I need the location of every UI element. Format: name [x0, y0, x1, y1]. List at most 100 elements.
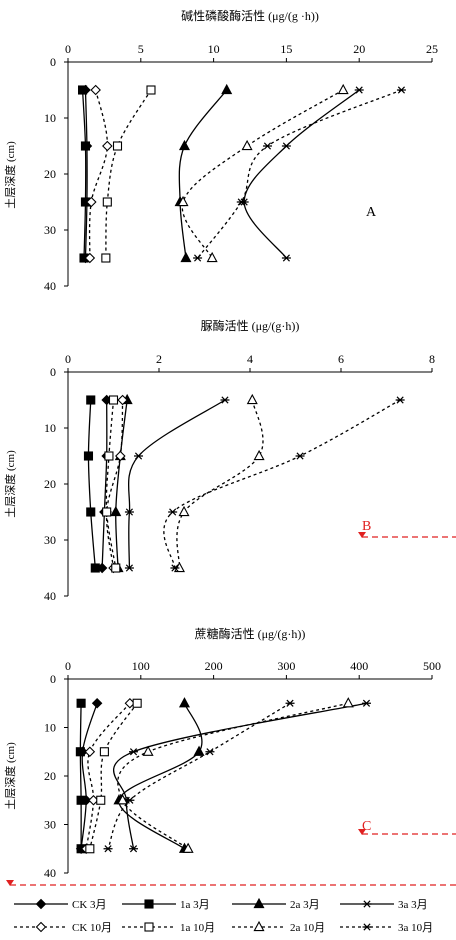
legend-label: 2a 10月	[290, 922, 325, 934]
x-tick-label: 0	[65, 42, 71, 56]
data-point-2a-oct	[342, 697, 354, 708]
legend-label: 3a 10月	[398, 922, 433, 934]
legend-item-2a-oct: 2a 10月	[232, 920, 325, 934]
x-tick-label: 200	[205, 659, 223, 673]
y-axis-label: 土层深度 (cm)	[3, 742, 17, 810]
data-point-3a-oct	[236, 198, 246, 206]
data-point-1a-mar	[75, 747, 85, 757]
series-3a-oct	[103, 699, 295, 853]
chart-title: 脲酶活性 (μg/(g·h))	[201, 318, 300, 333]
data-point-3a-mar	[281, 142, 291, 150]
series-3a-mar	[113, 699, 371, 853]
data-point-ck-oct	[84, 746, 96, 758]
series-line-2a-oct	[181, 89, 344, 259]
data-point-1a-oct	[132, 698, 142, 708]
legend-label: CK 3月	[72, 899, 107, 911]
series-line-1a-oct	[105, 89, 152, 259]
data-point-2a-mar	[178, 139, 190, 151]
legend: CK 3月 1a 3月 2a 3月 3a 3月 CK 10月 1a 10月 2a 10月 3a…	[14, 897, 433, 934]
data-point-2a-oct	[117, 794, 129, 805]
data-point-2a-oct	[178, 505, 190, 517]
y-tick-label: 10	[44, 111, 56, 125]
series-2a-mar	[174, 83, 233, 263]
x-tick-label: 20	[353, 42, 365, 56]
data-point-2a-oct	[182, 842, 194, 853]
series-line-2a-mar	[115, 399, 128, 569]
data-point-2a-oct	[142, 745, 154, 756]
data-point-3a-oct	[262, 142, 272, 150]
data-point-1a-oct	[102, 197, 112, 207]
data-point-1a-mar	[80, 141, 91, 151]
series-line-3a-mar	[127, 399, 226, 569]
data-point-3a-oct	[170, 564, 180, 572]
x-tick-label: 8	[429, 352, 435, 366]
legend-marker-diamond	[35, 898, 47, 910]
data-point-1a-mar	[86, 507, 96, 517]
data-point-2a-mar	[110, 505, 122, 517]
data-point-1a-oct	[101, 253, 111, 263]
series-2a-mar	[113, 697, 205, 853]
x-tick-label: 10	[208, 42, 220, 56]
legend-item-3a-oct: 3a 10月	[340, 922, 433, 934]
series-line-ck-oct	[105, 399, 124, 569]
y-tick-label: 0	[50, 672, 56, 686]
data-point-ck-oct	[90, 84, 101, 96]
data-point-ck-mar	[91, 697, 103, 709]
data-point-1a-mar	[83, 451, 94, 461]
series-1a-mar	[83, 395, 100, 573]
annotations	[6, 532, 456, 886]
y-tick-label: 10	[44, 421, 56, 435]
data-point-1a-mar	[78, 85, 88, 95]
chart-title: 碱性磷酸酶活性 (μg/(g ·h))	[181, 8, 319, 23]
annotation-pointer-icon	[358, 532, 366, 538]
data-point-ck-oct	[117, 394, 128, 406]
x-tick-label: 500	[423, 659, 441, 673]
data-point-2a-oct	[337, 83, 349, 95]
x-tick-label: 0	[65, 659, 71, 673]
x-tick-label: 100	[132, 659, 150, 673]
series-line-1a-mar	[81, 89, 87, 259]
y-tick-label: 0	[50, 55, 56, 69]
legend-item-1a-oct: 1a 10月	[122, 922, 215, 934]
data-point-2a-mar	[193, 745, 205, 756]
legend-item-ck-oct: CK 10月	[14, 921, 112, 934]
series-2a-oct	[177, 83, 349, 263]
data-point-2a-mar	[221, 83, 233, 95]
legend-label: 2a 3月	[290, 899, 320, 911]
data-point-3a-oct	[168, 508, 178, 516]
x-tick-label: 2	[156, 352, 162, 366]
data-point-3a-oct	[125, 796, 135, 804]
series-line-3a-oct	[163, 399, 401, 569]
y-tick-label: 20	[44, 477, 56, 491]
series-1a-oct	[101, 85, 156, 263]
legend-label: 3a 3月	[398, 899, 428, 911]
data-point-3a-mar	[129, 748, 139, 756]
series-line-ck-oct	[85, 702, 131, 849]
series-3a-mar	[239, 86, 364, 262]
data-point-3a-oct	[396, 86, 406, 94]
data-point-2a-oct	[206, 251, 218, 263]
chart-panel-b: 脲酶活性 (μg/(g·h)) 0 2 4 6 8 0 10 20 30 40 土层深度 (cm) B	[3, 318, 435, 603]
data-point-3a-mar	[124, 508, 134, 516]
series-1a-oct	[85, 698, 142, 854]
x-tick-label: 300	[277, 659, 295, 673]
series-line-3a-mar	[243, 89, 360, 259]
y-axis-label: 土层深度 (cm)	[3, 450, 17, 518]
y-tick-label: 30	[44, 818, 56, 832]
data-point-1a-oct	[85, 844, 95, 854]
data-point-ck-oct	[115, 450, 126, 462]
data-point-1a-mar	[86, 395, 96, 405]
data-point-3a-oct	[395, 396, 405, 404]
x-tick-label: 25	[426, 42, 438, 56]
data-point-3a-oct	[103, 845, 113, 853]
y-tick-label: 40	[44, 589, 56, 603]
series-ck-oct	[80, 697, 136, 855]
x-tick-label: 400	[350, 659, 368, 673]
data-point-2a-oct	[241, 139, 253, 151]
data-point-3a-mar	[354, 86, 364, 94]
series-3a-oct	[163, 396, 405, 572]
legend-marker-triangle	[253, 897, 265, 909]
y-tick-label: 20	[44, 769, 56, 783]
data-point-1a-mar	[76, 698, 86, 708]
series-line-ck-mar	[84, 89, 88, 259]
